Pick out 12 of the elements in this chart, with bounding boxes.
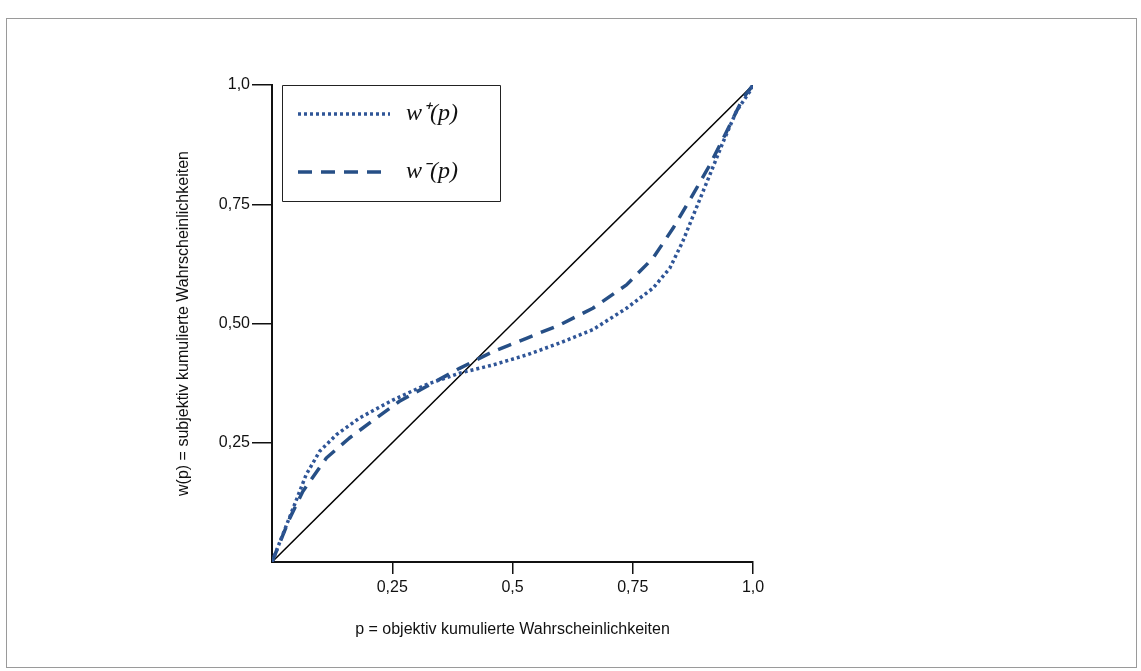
y-tick-label: 1,0 [227, 75, 251, 93]
x-tick-label: 0,25 [376, 578, 408, 596]
y-tick-label: 0,50 [218, 313, 251, 331]
y-tick-label: 0,75 [218, 194, 251, 212]
y-tick-label: 0,25 [218, 433, 251, 451]
x-tick-label: 0,5 [501, 578, 524, 596]
legend-label: w⁻(p) [406, 157, 458, 184]
x-tick-label: 0,75 [617, 578, 649, 596]
x-tick-label: 1,0 [741, 578, 765, 596]
y-axis-title: w(p) = subjektiv kumulierte Wahrscheinlichkeiten [174, 151, 192, 497]
legend-label: w⁺(p) [406, 99, 458, 126]
x-axis-title: p = objektiv kumulierte Wahrscheinlichkeiten [355, 619, 670, 637]
